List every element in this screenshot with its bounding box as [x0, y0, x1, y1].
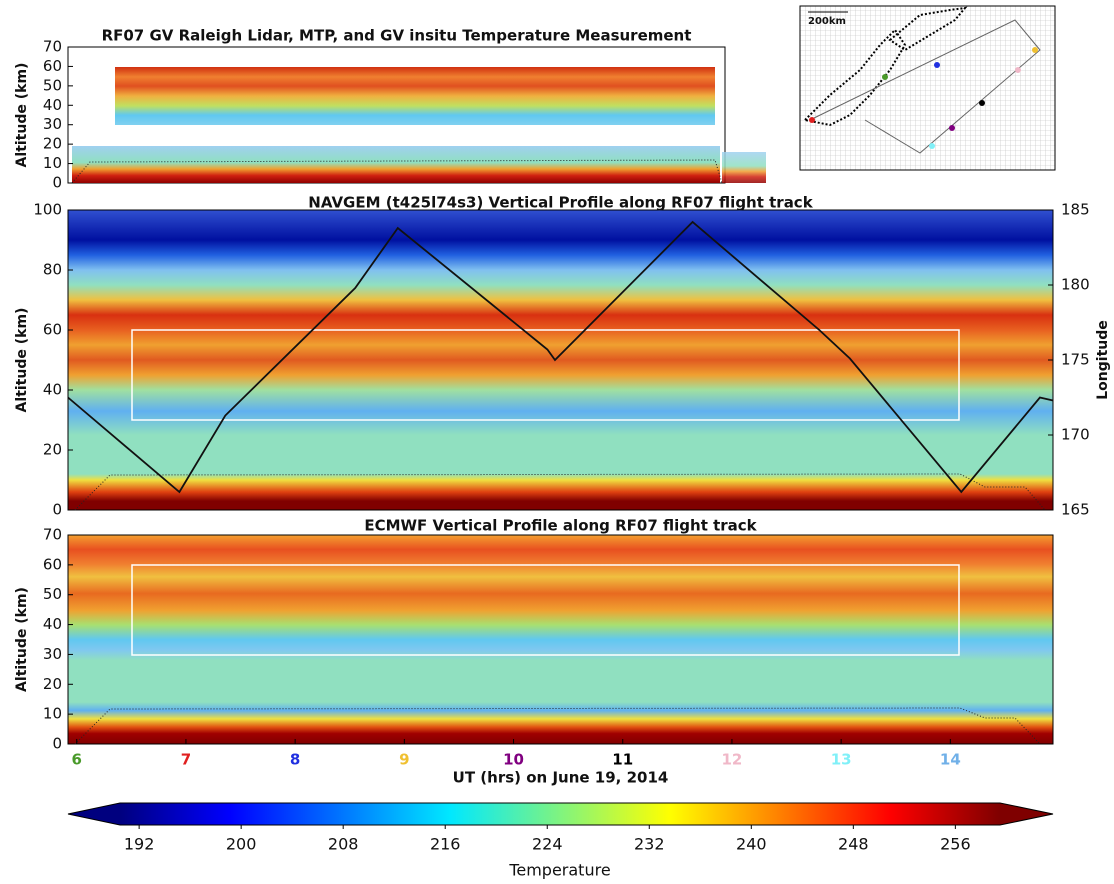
ecmwf-field: [67, 534, 1054, 745]
y-tick-label: 0: [52, 174, 62, 192]
colorbar: [120, 803, 1000, 825]
flight-track: [809, 19, 1041, 154]
colorbar-tick-label: 240: [736, 835, 767, 854]
map-marker: [949, 125, 955, 131]
y-tick-label: 30: [43, 645, 62, 663]
x-tick-label: 11: [612, 751, 633, 769]
y-tick-label: 50: [43, 585, 62, 603]
lidar-field: [115, 67, 715, 125]
colorbar-outline: [67, 802, 1054, 826]
map-marker: [809, 117, 815, 123]
map-scale-label: 200km: [808, 16, 846, 27]
y-tick-label: 80: [43, 261, 62, 279]
y-tick-label: 70: [43, 38, 62, 56]
colorbar-extend-low: [68, 803, 120, 825]
map-frame: [799, 5, 1056, 171]
y2-tick-label: 180: [1061, 276, 1090, 294]
x-tick-label: 9: [399, 751, 409, 769]
y-tick-label: 60: [43, 321, 62, 339]
y2-tick-label: 170: [1061, 426, 1090, 444]
lidar-box: [131, 564, 960, 656]
panel-title: ECMWF Vertical Profile along RF07 flight…: [364, 517, 757, 535]
colorbar-extend-high: [1000, 803, 1053, 825]
y2-tick-label: 165: [1061, 501, 1090, 519]
colorbar-label: Temperature: [508, 861, 610, 880]
colorbar-tick-label: 192: [124, 835, 155, 854]
lidar-box: [131, 329, 960, 421]
x-tick-label: 12: [722, 751, 743, 769]
x-tick-label: 7: [181, 751, 191, 769]
colorbar-tick-label: 200: [226, 835, 257, 854]
x-tick-label: 10: [503, 751, 524, 769]
colorbar-tick-label: 256: [940, 835, 971, 854]
tropopause-line: [74, 473, 1046, 511]
y-tick-label: 40: [43, 381, 62, 399]
y-axis-label: Altitude (km): [14, 308, 30, 413]
panel-title: RF07 GV Raleigh Lidar, MTP, and GV insit…: [102, 27, 692, 45]
y-tick-label: 10: [43, 705, 62, 723]
map-inset: 200km: [799, 5, 1056, 171]
y-tick-label: 60: [43, 57, 62, 75]
y-tick-label: 10: [43, 154, 62, 172]
map-marker: [934, 62, 940, 68]
x-tick-label: 14: [940, 751, 961, 769]
coastline: [802, 28, 907, 127]
insitu-field: [722, 152, 766, 183]
x-tick-label: 13: [831, 751, 852, 769]
tropopause-line: [74, 707, 1041, 745]
map-marker: [929, 143, 935, 149]
map-marker: [1032, 47, 1038, 53]
y-tick-label: 20: [43, 441, 62, 459]
y-tick-label: 100: [33, 201, 62, 219]
colorbar-tick-label: 224: [532, 835, 563, 854]
colorbar-tick-label: 248: [838, 835, 869, 854]
x-axis-label: UT (hrs) on June 19, 2014: [453, 769, 669, 787]
insitu-field: [72, 146, 720, 183]
y-tick-label: 30: [43, 115, 62, 133]
colorbar-tick-label: 208: [328, 835, 359, 854]
y-tick-label: 0: [52, 501, 62, 519]
longitude-line: [67, 220, 1054, 494]
y-tick-label: 20: [43, 135, 62, 153]
y-tick-label: 60: [43, 555, 62, 573]
y-tick-label: 40: [43, 96, 62, 114]
navgem-field: [67, 209, 1054, 511]
y2-tick-label: 185: [1061, 201, 1090, 219]
map-marker: [882, 74, 888, 80]
y-tick-label: 40: [43, 615, 62, 633]
coastline: [888, 6, 968, 52]
y-tick-label: 50: [43, 76, 62, 94]
panel-title: NAVGEM (t425l74s3) Vertical Profile alon…: [308, 194, 813, 212]
map-marker: [979, 100, 985, 106]
x-tick-label: 8: [290, 751, 300, 769]
y-tick-label: 70: [43, 526, 62, 544]
y-axis-label: Altitude (km): [14, 587, 30, 692]
y-tick-label: 20: [43, 675, 62, 693]
y2-tick-label: 175: [1061, 351, 1090, 369]
map-marker: [1015, 67, 1021, 73]
colorbar-tick-label: 216: [430, 835, 461, 854]
colorbar-tick-label: 232: [634, 835, 665, 854]
y-tick-label: 0: [52, 735, 62, 753]
y2-axis-label: Longitude: [1095, 320, 1111, 400]
y-axis-label: Altitude (km): [14, 63, 30, 168]
x-tick-label: 6: [72, 751, 82, 769]
